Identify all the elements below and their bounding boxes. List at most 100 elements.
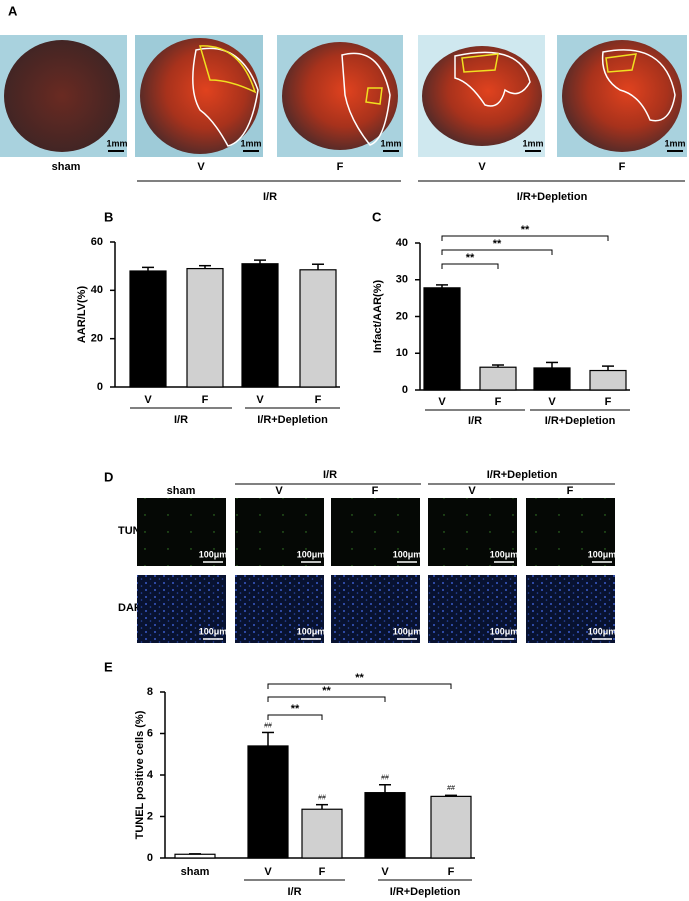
scale-label: 1mm [380,138,401,148]
scale-bars: 1mm 1mm 1mm 1mm 1mm [106,138,686,152]
significance-mark: ## [447,785,455,792]
y-axis-label: AAR/LV(%) [76,286,88,344]
significance-label: ** [521,224,530,236]
micrograph [331,498,420,566]
micrograph [235,498,324,566]
bar [533,367,571,391]
scale-label: 100μm [588,626,617,636]
significance-label: ** [322,685,331,697]
significance-label: ** [355,672,364,684]
outline [605,53,637,73]
panel-label: D [104,469,113,484]
photo-row [0,35,687,157]
group-label: I/R [323,469,337,481]
bar [301,808,343,859]
significance-bracket [267,683,452,689]
significance-bracket [267,696,386,702]
y-tick-label: 60 [91,236,103,248]
scale-label: 1mm [522,138,543,148]
x-tick-label: F [495,396,502,408]
column-label: sham [52,161,81,173]
x-tick-label: F [448,866,455,878]
bar [247,745,289,859]
group-label: I/R [263,191,277,203]
outline [454,51,531,107]
tissue [140,38,260,154]
micrograph [137,498,226,566]
significance-label: ** [493,238,502,250]
panel-label: B [104,209,113,224]
group-label: I/R [174,414,188,426]
y-tick-label: 40 [91,284,103,296]
outline [199,45,257,94]
scale-label: 100μm [393,549,422,559]
x-tick-label: V [264,866,272,878]
outline [341,52,391,146]
y-tick-label: 10 [396,347,408,359]
tissue [562,40,682,152]
micrograph [526,498,615,566]
outline [601,49,676,122]
x-tick-label: V [548,396,556,408]
bar [299,269,337,388]
x-tick-label: V [381,866,389,878]
scale-label: 100μm [490,626,519,636]
significance-label: ** [291,703,300,715]
column-label: V [275,485,283,497]
y-axis-label: TUNEL positive cells (%) [134,710,146,839]
column-label: V [197,161,205,173]
outline [461,53,499,73]
scale-label: 100μm [297,549,326,559]
group-label: I/R+Depletion [517,191,588,203]
panel-label: E [104,659,113,674]
scale-label: 100μm [588,549,617,559]
micrograph [331,575,420,643]
panel-label: A [8,3,18,18]
bar [174,853,216,859]
significance-mark: ## [318,795,326,802]
y-tick-label: 20 [396,310,408,322]
group-label: I/R+Depletion [390,886,461,898]
micrographs: 100μm 100μm 100μm 100μm 100μm 100μm 100μm 100μm… [137,498,616,643]
y-tick-label: 4 [147,769,154,781]
significance-bracket [441,249,553,255]
column-label: V [468,485,476,497]
bar [589,369,627,391]
significance-label: ** [466,252,475,264]
x-tick-label: F [319,866,326,878]
scale-label: 100μm [199,549,228,559]
y-tick-label: 0 [147,852,153,864]
tissue [422,46,542,146]
bar [241,263,279,388]
scale-label: 100μm [199,626,228,636]
x-tick-label: F [315,394,322,406]
bar [364,792,406,859]
group-label: I/R [468,415,482,427]
outline [192,47,259,147]
bar [479,366,517,391]
group-label: I/R+Depletion [545,415,616,427]
y-tick-label: 8 [147,686,153,698]
micrograph [526,575,615,643]
scale-label: 1mm [106,138,127,148]
significance-mark: ## [381,775,389,782]
column-label: V [478,161,486,173]
y-tick-label: 30 [396,274,408,286]
x-tick-label: V [256,394,264,406]
micrograph [428,498,517,566]
column-label: F [567,485,574,497]
significance-mark: ## [264,722,272,729]
significance-bracket [441,263,499,269]
micrograph [428,575,517,643]
y-tick-label: 40 [396,237,408,249]
group-label: I/R+Depletion [487,469,558,481]
scale-label: 1mm [240,138,261,148]
tissue [282,42,398,150]
panel-label: C [372,209,382,224]
tissue [4,40,120,152]
micrograph [235,575,324,643]
group-label: I/R [287,886,301,898]
bar [430,795,472,859]
